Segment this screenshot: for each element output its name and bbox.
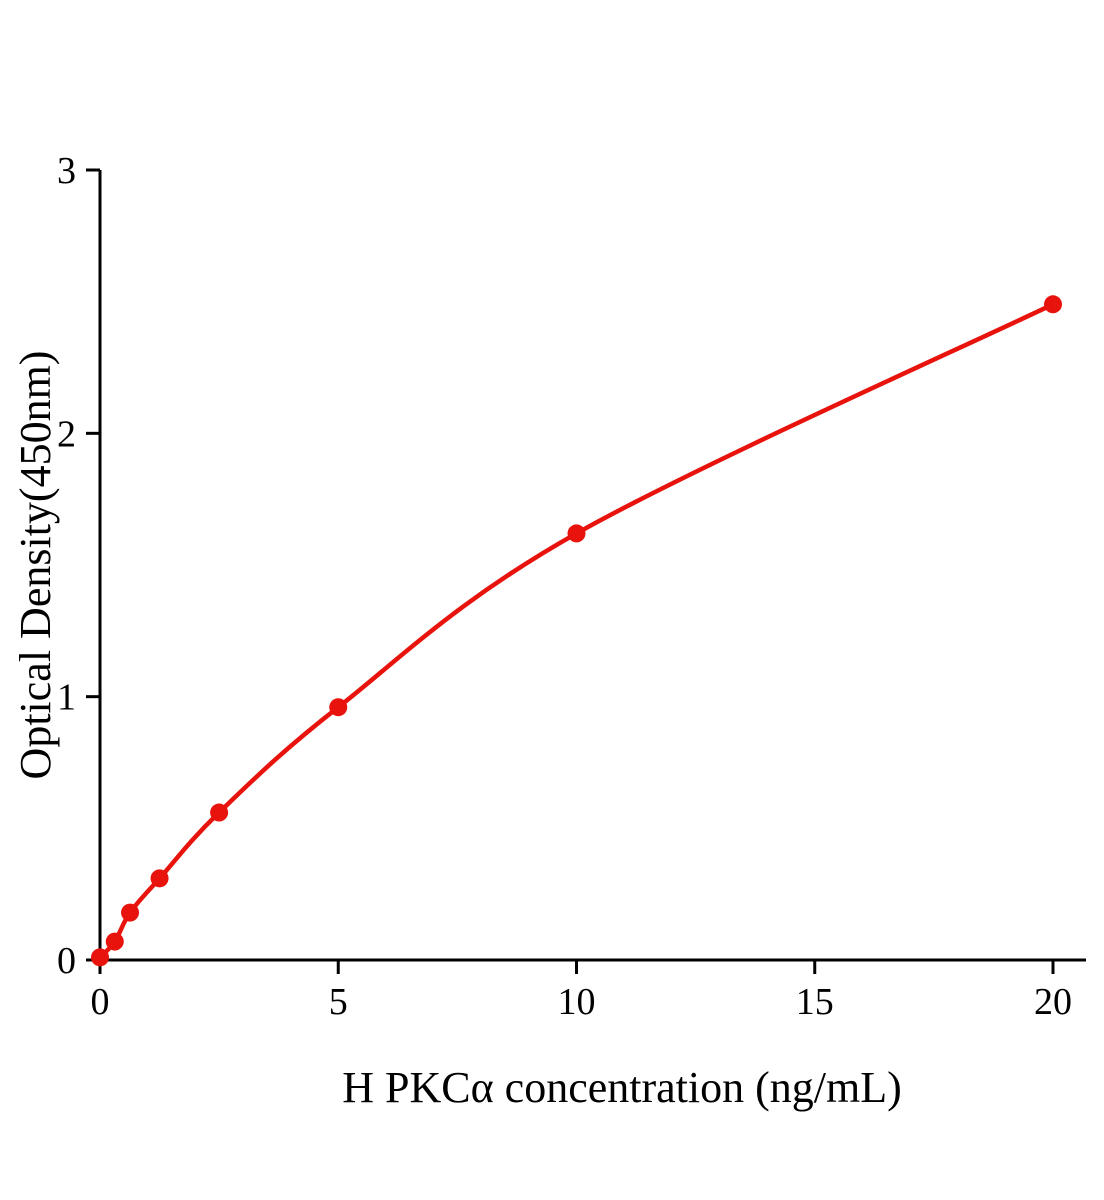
standard-curve-line [97, 302, 1056, 960]
y-tick-label: 1 [57, 677, 76, 719]
data-point-marker [105, 932, 124, 951]
x-tick-label: 20 [1034, 981, 1072, 1023]
y-tick-label: 0 [57, 940, 76, 982]
y-axis-title: Optical Density(450nm) [11, 350, 60, 780]
data-point-marker [121, 903, 140, 922]
x-axis-title: H PKCα concentration (ng/mL) [342, 1063, 902, 1112]
data-point-marker [1044, 295, 1062, 314]
y-tick-label: 2 [57, 413, 76, 455]
data-point-marker [567, 524, 586, 543]
x-tick-label: 0 [91, 981, 110, 1023]
x-tick-label: 10 [558, 981, 596, 1023]
y-tick-label: 3 [57, 150, 76, 192]
x-tick-label: 5 [329, 981, 348, 1023]
data-point-marker [329, 698, 348, 717]
x-tick-label: 15 [796, 981, 834, 1023]
data-point-marker [150, 869, 169, 888]
data-point-marker [91, 948, 109, 967]
data-point-marker [210, 803, 229, 822]
